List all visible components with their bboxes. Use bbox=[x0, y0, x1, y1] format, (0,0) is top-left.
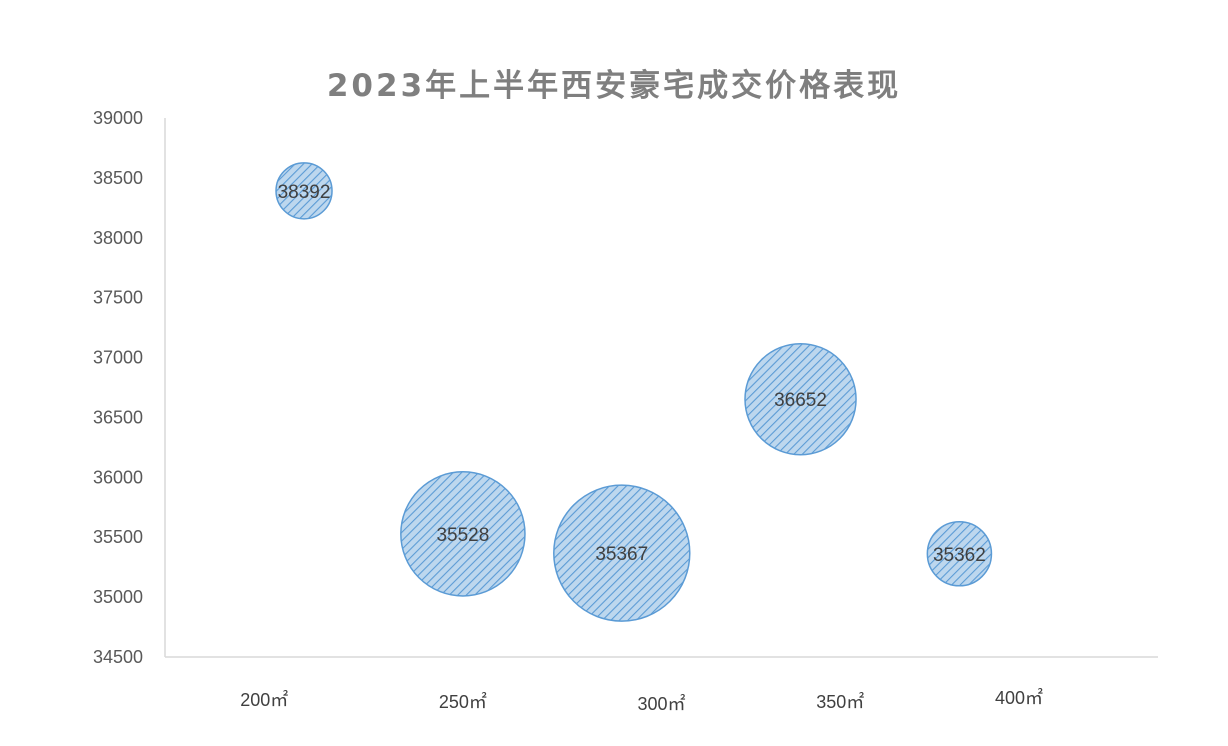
y-tick-label: 34500 bbox=[93, 647, 143, 667]
y-tick-label: 35000 bbox=[93, 587, 143, 607]
x-tick-label: 300㎡ bbox=[637, 693, 685, 714]
x-tick-label: 200㎡ bbox=[240, 689, 288, 710]
y-tick-label: 35500 bbox=[93, 527, 143, 547]
y-tick-label: 38500 bbox=[93, 168, 143, 188]
x-tick-label: 250㎡ bbox=[439, 691, 487, 712]
data-label: 38392 bbox=[278, 182, 331, 203]
data-label: 35362 bbox=[933, 545, 986, 566]
bubble-point bbox=[553, 484, 691, 622]
chart-title: 2023年上半年西安豪宅成交价格表现 bbox=[326, 68, 902, 104]
y-tick-label: 36000 bbox=[93, 467, 143, 487]
x-tick-label: 350㎡ bbox=[816, 691, 864, 712]
data-label: 35367 bbox=[595, 544, 648, 565]
y-tick-label: 37500 bbox=[93, 288, 143, 308]
y-tick-label: 37000 bbox=[93, 348, 143, 368]
data-label: 36652 bbox=[774, 390, 827, 411]
data-label: 35528 bbox=[436, 525, 489, 546]
y-tick-label: 39000 bbox=[93, 108, 143, 128]
bubble-point bbox=[744, 342, 857, 456]
y-tick-label: 36500 bbox=[93, 407, 143, 427]
bubble-point bbox=[400, 471, 526, 597]
bubble-point bbox=[926, 520, 993, 587]
bubble-point bbox=[275, 162, 333, 220]
x-tick-label: 400㎡ bbox=[995, 687, 1043, 708]
y-tick-label: 38000 bbox=[93, 228, 143, 248]
